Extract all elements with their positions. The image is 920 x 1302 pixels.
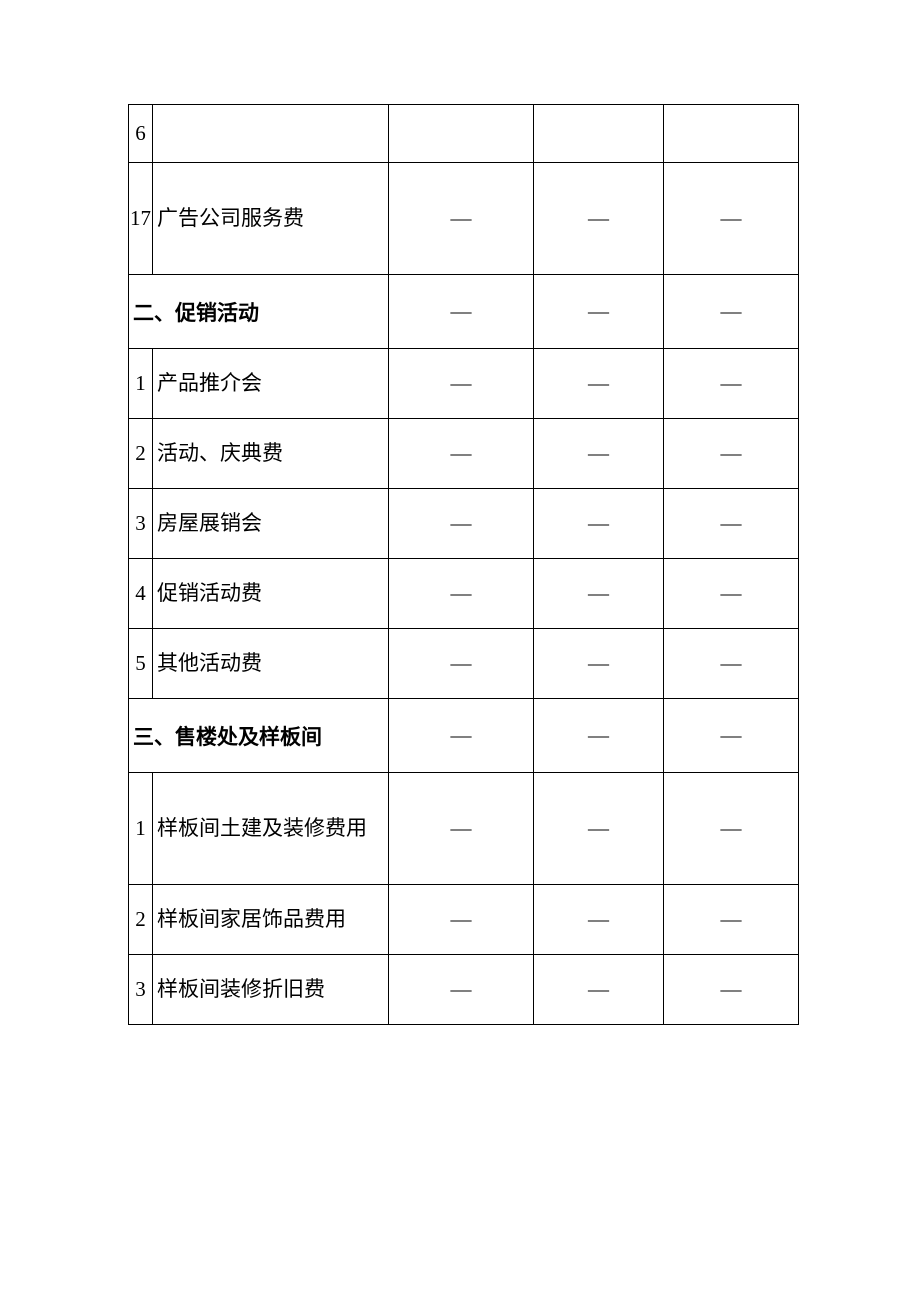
row-index: 1 xyxy=(129,773,153,885)
row-val3: — xyxy=(664,699,799,773)
table-body: 6 17 广告公司服务费 — — — 二、促销活动 — — — 1 xyxy=(129,105,799,1025)
row-val3: — xyxy=(664,349,799,419)
row-val1: — xyxy=(389,699,534,773)
row-val2: — xyxy=(534,419,664,489)
row-item: 样板间土建及装修费用 xyxy=(153,773,389,885)
row-item: 促销活动费 xyxy=(153,559,389,629)
row-val1: — xyxy=(389,885,534,955)
row-val3: — xyxy=(664,419,799,489)
budget-table-container: 6 17 广告公司服务费 — — — 二、促销活动 — — — 1 xyxy=(128,104,798,1025)
row-val1: — xyxy=(389,489,534,559)
row-index: 2 xyxy=(129,885,153,955)
row-val2: — xyxy=(534,699,664,773)
row-val2: — xyxy=(534,275,664,349)
row-val3: — xyxy=(664,275,799,349)
table-row: 17 广告公司服务费 — — — xyxy=(129,163,799,275)
row-item: 产品推介会 xyxy=(153,349,389,419)
row-val1: — xyxy=(389,419,534,489)
row-val2: — xyxy=(534,773,664,885)
row-index: 6 xyxy=(129,105,153,163)
row-val2 xyxy=(534,105,664,163)
row-val2: — xyxy=(534,885,664,955)
row-val3: — xyxy=(664,629,799,699)
row-index: 2 xyxy=(129,419,153,489)
table-row: 3 样板间装修折旧费 — — — xyxy=(129,955,799,1025)
row-index: 5 xyxy=(129,629,153,699)
row-item: 其他活动费 xyxy=(153,629,389,699)
row-val1: — xyxy=(389,349,534,419)
row-val3: — xyxy=(664,163,799,275)
row-val2: — xyxy=(534,955,664,1025)
section-header: 二、促销活动 xyxy=(129,275,389,349)
row-val2: — xyxy=(534,559,664,629)
row-index: 17 xyxy=(129,163,153,275)
row-val2: — xyxy=(534,163,664,275)
row-val1: — xyxy=(389,559,534,629)
budget-table: 6 17 广告公司服务费 — — — 二、促销活动 — — — 1 xyxy=(128,104,799,1025)
table-row: 1 产品推介会 — — — xyxy=(129,349,799,419)
row-index: 3 xyxy=(129,489,153,559)
row-val2: — xyxy=(534,489,664,559)
row-item xyxy=(153,105,389,163)
row-val1: — xyxy=(389,275,534,349)
row-item: 活动、庆典费 xyxy=(153,419,389,489)
row-val3: — xyxy=(664,773,799,885)
table-row: 1 样板间土建及装修费用 — — — xyxy=(129,773,799,885)
row-item: 样板间装修折旧费 xyxy=(153,955,389,1025)
section-header-row: 三、售楼处及样板间 — — — xyxy=(129,699,799,773)
section-header-row: 二、促销活动 — — — xyxy=(129,275,799,349)
table-row: 3 房屋展销会 — — — xyxy=(129,489,799,559)
row-val1 xyxy=(389,105,534,163)
row-val2: — xyxy=(534,629,664,699)
table-row: 2 样板间家居饰品费用 — — — xyxy=(129,885,799,955)
row-item: 房屋展销会 xyxy=(153,489,389,559)
table-row: 6 xyxy=(129,105,799,163)
section-header: 三、售楼处及样板间 xyxy=(129,699,389,773)
row-val1: — xyxy=(389,955,534,1025)
table-row: 4 促销活动费 — — — xyxy=(129,559,799,629)
row-val3: — xyxy=(664,489,799,559)
row-index: 4 xyxy=(129,559,153,629)
row-val2: — xyxy=(534,349,664,419)
row-val3: — xyxy=(664,559,799,629)
row-val3: — xyxy=(664,885,799,955)
row-index: 1 xyxy=(129,349,153,419)
row-val1: — xyxy=(389,629,534,699)
row-item: 广告公司服务费 xyxy=(153,163,389,275)
row-val1: — xyxy=(389,163,534,275)
row-val3: — xyxy=(664,955,799,1025)
row-index: 3 xyxy=(129,955,153,1025)
row-val1: — xyxy=(389,773,534,885)
table-row: 5 其他活动费 — — — xyxy=(129,629,799,699)
row-item: 样板间家居饰品费用 xyxy=(153,885,389,955)
table-row: 2 活动、庆典费 — — — xyxy=(129,419,799,489)
row-val3 xyxy=(664,105,799,163)
